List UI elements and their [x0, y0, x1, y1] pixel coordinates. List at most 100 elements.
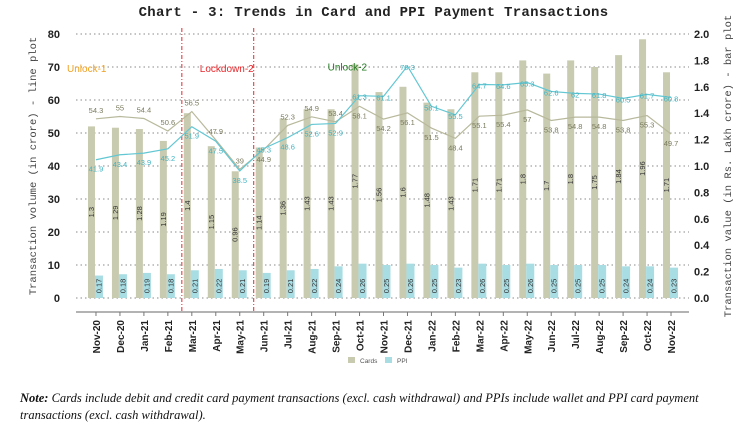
y-tick-right: 2.0: [694, 29, 709, 41]
bar-cards: [543, 73, 551, 298]
bar-label-ppi: 0.21: [286, 279, 295, 294]
line-label-cards: 54.9: [304, 104, 319, 113]
y-tick-right: 1.4: [694, 108, 710, 120]
x-tick-label: Jun-21: [260, 320, 271, 353]
bar-label-cards: 1.56: [375, 188, 384, 203]
bar-label-ppi: 0.26: [526, 279, 535, 294]
x-tick-label: Nov-22: [667, 320, 678, 354]
bar-cards: [567, 60, 575, 299]
bar-cards: [135, 129, 143, 298]
line-label-ppi: 64.7: [472, 81, 487, 90]
bar-label-cards: 1.8: [518, 174, 527, 184]
line-label-cards: 54.4: [137, 105, 152, 114]
bar-label-ppi: 0.25: [598, 279, 607, 294]
x-tick-label: Mar-22: [475, 320, 486, 353]
line-label-ppi: 65.3: [520, 80, 535, 89]
y-tick-right: 1.0: [694, 161, 709, 173]
bar-label-ppi: 0.25: [502, 279, 511, 294]
annotation-label: Unlock-2: [328, 62, 368, 73]
bar-cards: [111, 127, 119, 298]
bar-cards: [495, 72, 503, 298]
line-label-ppi: 58.1: [424, 103, 439, 112]
line-label-cards: 39: [236, 156, 244, 165]
bar-label-cards: 1.71: [662, 178, 671, 193]
bar-label-ppi: 0.22: [310, 279, 319, 294]
line-label-cards: 55.3: [640, 121, 655, 130]
bar-cards: [255, 147, 263, 298]
line-label-cards: 53.8: [616, 125, 631, 134]
bar-label-ppi: 0.24: [622, 279, 631, 294]
y-tick-right: 1.2: [694, 135, 709, 147]
y-tick-right: 0.0: [694, 293, 709, 305]
bar-label-ppi: 0.19: [262, 279, 271, 294]
chart-note: Note: Cards include debit and credit car…: [20, 390, 735, 424]
x-tick-label: Jul-21: [284, 320, 295, 349]
line-label-ppi: 55.5: [448, 112, 463, 121]
bar-label-ppi: 0.23: [454, 279, 463, 294]
y-axis-label-left: Transaction volume (in crore) - line plo…: [28, 37, 40, 295]
x-tick-label: Sep-21: [332, 320, 343, 353]
bar-ppi: [334, 266, 343, 298]
bar-ppi: [502, 265, 511, 298]
bar-cards: [327, 109, 335, 299]
x-tick-label: Dec-21: [403, 320, 414, 353]
x-tick-label: Jun-22: [547, 320, 558, 353]
bar-ppi: [118, 274, 127, 298]
bar-ppi: [598, 265, 607, 298]
x-tick-label: Feb-22: [451, 320, 462, 353]
bar-label-cards: 1.7: [542, 181, 551, 191]
bar-label-cards: 1.48: [422, 193, 431, 208]
x-tick-label: Feb-21: [164, 320, 175, 353]
line-label-ppi: 51.9: [185, 132, 200, 141]
bar-label-cards: 1.6: [398, 187, 407, 197]
bar-label-cards: 1.96: [638, 161, 647, 176]
line-label-ppi: 60.5: [616, 95, 631, 104]
legend-swatch-ppi: [385, 357, 392, 363]
bar-cards: [87, 126, 95, 299]
line-label-ppi: 43.4: [113, 160, 128, 169]
line-label-ppi: 62.6: [544, 88, 559, 97]
x-tick-label: Nov-21: [380, 320, 391, 354]
bar-label-cards: 1.28: [135, 206, 144, 221]
bar-ppi: [526, 263, 535, 298]
x-tick-label: Oct-22: [643, 320, 654, 352]
line-label-ppi: 38.5: [232, 176, 247, 185]
bar-label-cards: 1.15: [207, 215, 216, 230]
bar-ppi: [454, 267, 463, 298]
line-label-cards: 53.8: [544, 125, 559, 134]
x-tick-label: Oct-21: [356, 320, 367, 352]
bar-ppi: [214, 268, 223, 298]
line-ppi-volume: [95, 64, 672, 172]
bar-ppi: [262, 272, 271, 298]
bar-label-cards: 1.8: [566, 174, 575, 184]
bar-ppi: [142, 272, 151, 298]
bar-label-ppi: 0.25: [382, 279, 391, 294]
bar-label-ppi: 0.19: [142, 279, 151, 294]
bar-ppi: [190, 270, 199, 298]
y-tick-left: 10: [48, 260, 60, 272]
bar-label-cards: 1.43: [303, 196, 312, 211]
line-label-cards: 54.2: [376, 124, 391, 133]
legend-swatch-cards: [348, 357, 355, 363]
line-label-cards: 47.9: [208, 127, 223, 136]
bar-label-ppi: 0.23: [670, 279, 679, 294]
bar-ppi: [94, 275, 103, 298]
bar-label-ppi: 0.18: [166, 279, 175, 294]
y-axis-label-right: Transaction value (in Rs. Lakh crore) - …: [723, 15, 735, 317]
x-tick-label: May-21: [236, 320, 247, 354]
line-label-cards: 57: [523, 115, 531, 124]
legend-label-cards: Cards: [360, 358, 378, 365]
bar-label-cards: 1.84: [614, 169, 623, 184]
legend-label-ppi: PPI: [397, 358, 408, 365]
line-label-cards: 54.8: [568, 122, 583, 131]
x-tick-label: Mar-21: [188, 320, 199, 353]
bar-cards: [351, 64, 359, 298]
chart-canvas: 0 10 20 30 40 50 60 70 80 0.0 0.2 0.4 0.6 0.8 1.0 1.2 1.…: [28, 15, 735, 365]
line-label-cards: 54.8: [592, 122, 607, 131]
bar-label-cards: 1.14: [255, 215, 264, 230]
y-tick-left: 80: [48, 29, 60, 41]
bar-label-ppi: 0.21: [238, 279, 247, 294]
y-tick-right: 0.8: [694, 187, 709, 199]
bar-ppi: [166, 274, 175, 298]
bar-cards: [207, 146, 215, 298]
